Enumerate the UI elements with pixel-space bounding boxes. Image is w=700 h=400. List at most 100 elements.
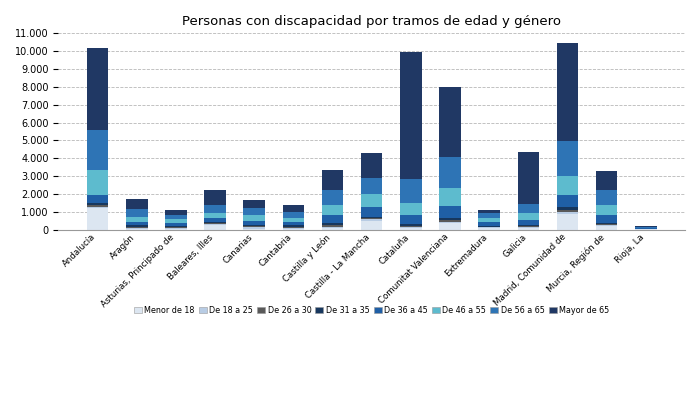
Bar [517,225,539,226]
Bar [126,228,148,229]
Bar [126,217,148,222]
Bar [244,228,265,229]
Bar [126,229,148,230]
Bar [439,158,461,188]
Bar [439,218,461,220]
Bar [439,87,461,158]
Bar [478,210,500,213]
Bar [361,178,382,194]
Bar [439,222,461,224]
Bar [400,226,421,227]
Title: Personas con discapacidad por tramos de edad y género: Personas con discapacidad por tramos de … [182,15,561,28]
Bar [361,218,382,219]
Bar [400,179,421,203]
Bar [87,48,108,130]
Bar [556,212,578,214]
Bar [283,228,304,229]
Bar [283,225,304,227]
Bar [361,216,382,218]
Bar [361,194,382,207]
Bar [204,205,226,212]
Bar [596,224,617,225]
Bar [439,224,461,230]
Bar [322,226,343,228]
Bar [283,229,304,230]
Bar [244,216,265,221]
Bar [165,219,187,223]
Bar [165,229,187,230]
Bar [244,200,265,208]
Bar [596,190,617,205]
Bar [244,229,265,230]
Bar [165,227,187,228]
Bar [596,205,617,214]
Bar [400,52,421,179]
Bar [478,213,500,218]
Bar [204,222,226,223]
Bar [556,195,578,207]
Bar [204,212,226,218]
Bar [596,225,617,226]
Legend: Menor de 18, De 18 a 25, De 26 a 30, De 31 a 35, De 36 a 45, De 46 a 55, De 56 a: Menor de 18, De 18 a 25, De 26 a 30, De … [131,302,612,318]
Bar [635,227,657,228]
Bar [517,227,539,228]
Bar [126,209,148,217]
Bar [400,228,421,230]
Bar [439,206,461,218]
Bar [87,208,108,230]
Bar [126,199,148,209]
Bar [517,228,539,230]
Bar [556,43,578,141]
Bar [439,188,461,206]
Bar [87,170,108,195]
Bar [322,170,343,190]
Bar [322,228,343,230]
Bar [517,226,539,227]
Bar [635,228,657,229]
Bar [517,152,539,204]
Bar [244,225,265,226]
Bar [87,195,108,203]
Bar [165,223,187,226]
Bar [400,227,421,228]
Bar [556,141,578,176]
Bar [87,203,108,205]
Bar [596,171,617,190]
Bar [204,218,226,222]
Bar [400,224,421,226]
Bar [165,226,187,227]
Bar [322,223,343,225]
Bar [283,222,304,225]
Bar [400,215,421,224]
Bar [244,221,265,225]
Bar [517,204,539,213]
Bar [204,224,226,225]
Bar [87,206,108,208]
Bar [283,227,304,228]
Bar [478,227,500,228]
Bar [126,227,148,228]
Bar [635,226,657,227]
Bar [165,215,187,219]
Bar [556,207,578,210]
Bar [204,223,226,224]
Bar [556,176,578,195]
Bar [478,222,500,226]
Bar [556,210,578,212]
Bar [283,205,304,212]
Bar [126,222,148,226]
Bar [517,213,539,220]
Bar [126,226,148,227]
Bar [244,226,265,228]
Bar [400,203,421,215]
Bar [322,190,343,205]
Bar [322,205,343,215]
Bar [361,153,382,178]
Bar [478,228,500,230]
Bar [556,214,578,230]
Bar [478,218,500,222]
Bar [322,215,343,223]
Bar [361,219,382,221]
Bar [322,225,343,226]
Bar [361,221,382,230]
